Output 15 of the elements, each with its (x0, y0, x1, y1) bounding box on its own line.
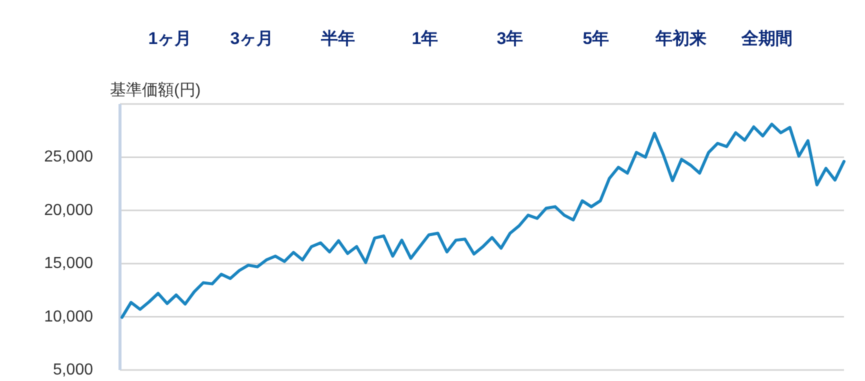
y-axis-title: 基準価額(円) (110, 81, 201, 99)
text: 全期間 (740, 29, 792, 48)
y-tick-label: 10,000 (44, 308, 94, 326)
text: 5年 (582, 29, 610, 48)
y-tick-label: 20,000 (44, 202, 94, 219)
text: 3ヶ月 (230, 29, 274, 48)
text: 半年 (320, 29, 355, 48)
y-tick-label: 15,000 (44, 255, 94, 272)
text: 年初来 (654, 29, 706, 48)
y-tick-label: 5,000 (52, 362, 94, 378)
text: 1年 (412, 29, 438, 48)
text: 3年 (496, 29, 524, 48)
line-series (120, 122, 846, 319)
y-tick-label: 25,000 (44, 148, 94, 166)
text: 1ヶ月 (148, 29, 192, 48)
